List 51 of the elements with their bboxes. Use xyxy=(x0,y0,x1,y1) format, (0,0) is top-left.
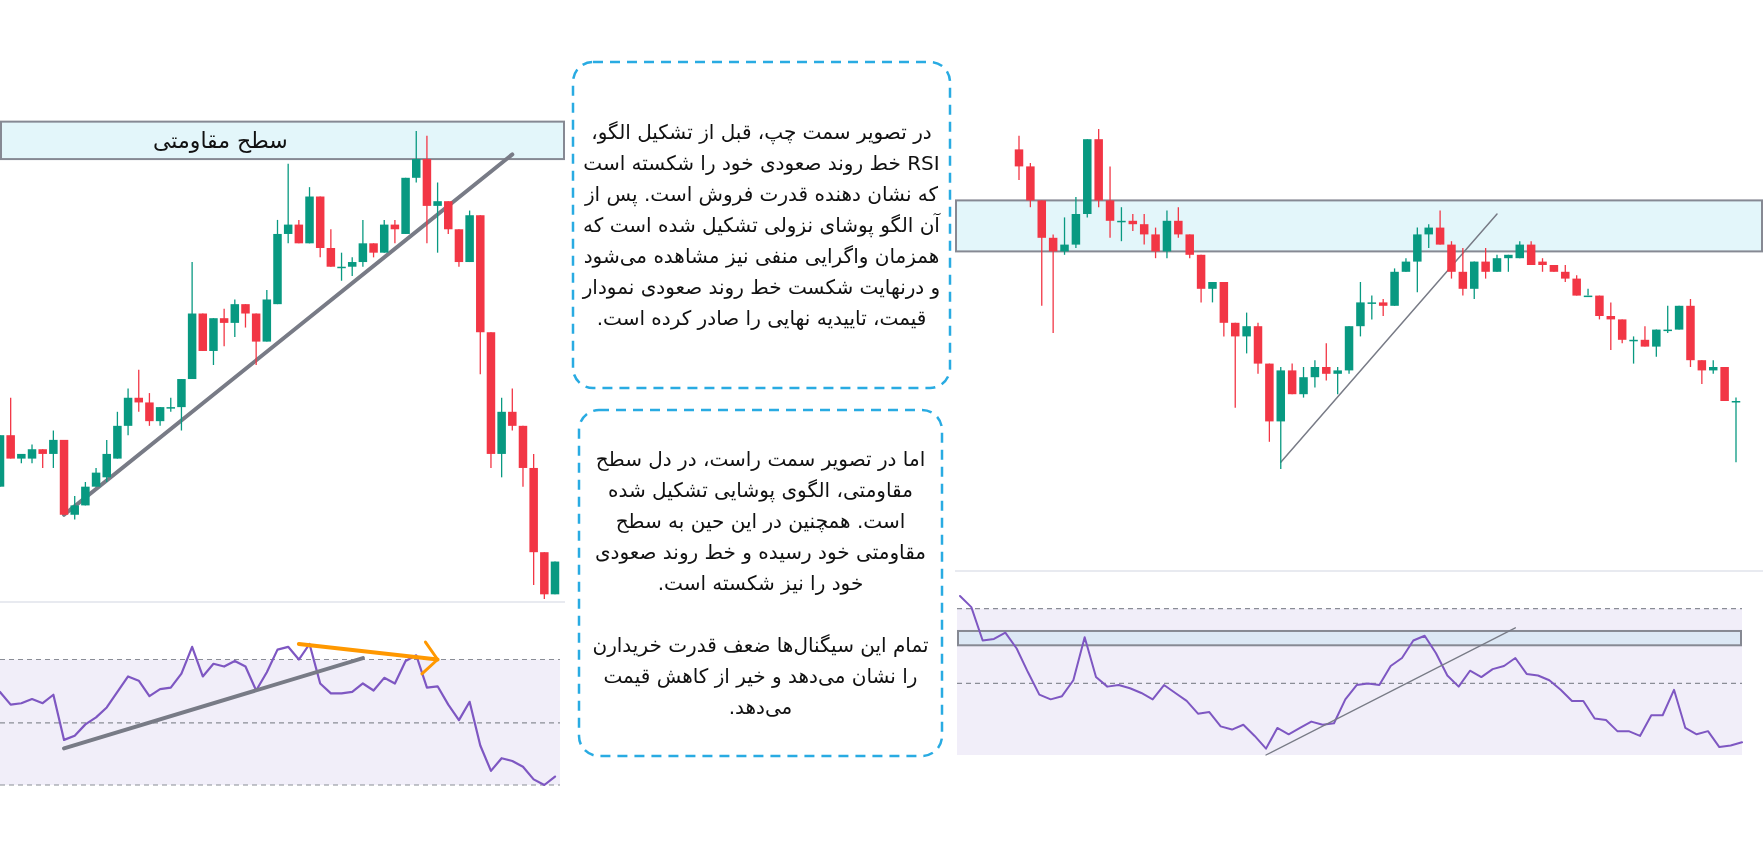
candlestick xyxy=(1356,281,1365,338)
candlestick xyxy=(1333,366,1342,395)
candlestick xyxy=(1185,233,1194,259)
candlestick xyxy=(38,448,47,469)
candlestick xyxy=(433,181,442,254)
candlestick xyxy=(1481,247,1490,280)
candlestick xyxy=(102,439,111,483)
candlestick xyxy=(230,298,240,338)
candlestick xyxy=(1367,294,1377,321)
band-label: سطح مقاومتی xyxy=(153,127,288,153)
candlestick xyxy=(49,429,58,469)
candlestick xyxy=(1230,322,1240,409)
candlestick xyxy=(1139,213,1149,246)
candlestick xyxy=(6,397,15,460)
candlestick xyxy=(1697,359,1707,385)
candlestick xyxy=(155,406,165,427)
candlestick xyxy=(1048,233,1058,334)
candlestick xyxy=(219,308,229,347)
candlestick xyxy=(1322,342,1331,382)
text: در تصویر سمت چپ، قبل از تشکیل الگو، RSI خط روند صعودی خود را شکسته است که نشان دهنده قدرت فروش است. پس از آن الگو پوشای نزولی تشکیل شده است که همزمان واگرایی منفی نیز مشاهده می‌شود و درنهایت شکست خط روند صعودی نمودار قیمت، تاییدیه نهایی را صادر کرده است. xyxy=(581,118,942,332)
candlestick xyxy=(1617,318,1627,344)
text: اما در تصویر سمت راست، در دل سطح مقاومتی، الگوی پوشایی تشکیل شده است. همچنین در این حین به سطح مقاومتی خود رسیده و خط روند صعودی خود را نیز شکسته است. xyxy=(593,445,928,597)
candlestick xyxy=(1572,274,1581,297)
candlestick xyxy=(1424,223,1433,249)
text: تمام این سیگنال‌ها ضعف قدرت خریدارن را نشان می‌دهد و خیر از کاهش قیمت می‌دهد. xyxy=(591,631,930,721)
candlestick xyxy=(412,130,421,184)
candlestick xyxy=(145,392,154,427)
candlestick xyxy=(1731,396,1741,463)
candlestick xyxy=(283,163,293,244)
candlestick xyxy=(1435,209,1445,246)
candlestick xyxy=(1105,165,1115,239)
candlestick xyxy=(1151,226,1160,259)
candlestick xyxy=(1310,359,1320,389)
candlestick xyxy=(1640,325,1650,348)
candlestick xyxy=(1014,135,1024,181)
candlestick xyxy=(1299,366,1308,399)
candlestick xyxy=(1458,247,1468,297)
candlestick xyxy=(1287,362,1297,395)
candlestick xyxy=(1242,311,1251,355)
candlestick xyxy=(241,303,250,329)
candlestick xyxy=(91,467,101,488)
candlestick xyxy=(1208,281,1217,304)
candlestick xyxy=(508,387,517,432)
candlestick xyxy=(326,228,336,268)
candlestick xyxy=(347,256,357,277)
candlestick xyxy=(70,495,79,521)
candlestick xyxy=(1060,216,1069,256)
candlestick xyxy=(27,443,37,464)
candlestick xyxy=(1174,206,1183,239)
candlestick xyxy=(1652,328,1661,358)
candlestick xyxy=(358,219,368,268)
